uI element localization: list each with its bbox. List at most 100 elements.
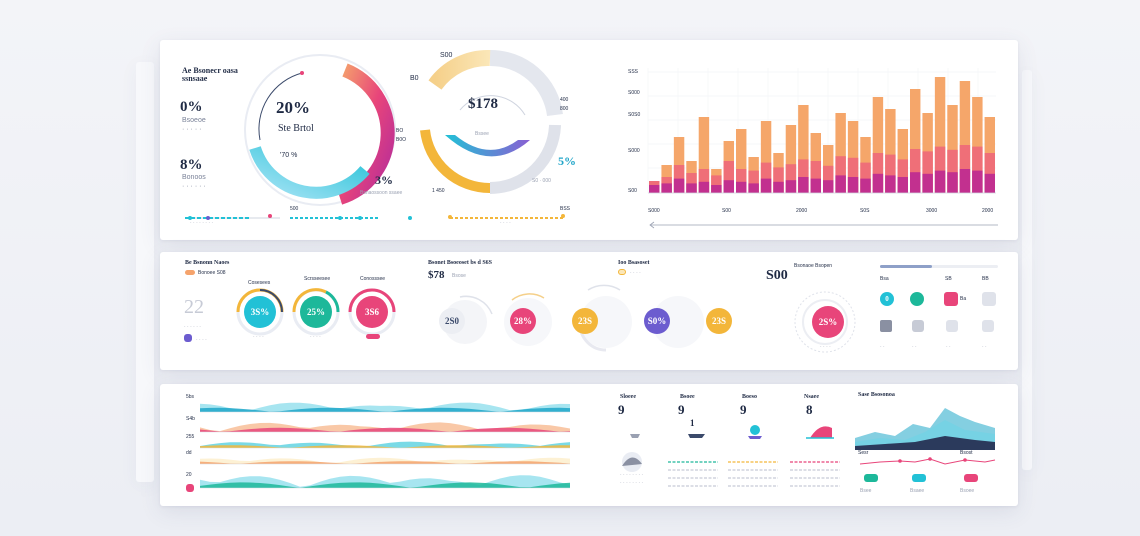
icon-circle[interactable]: 0	[880, 292, 894, 306]
icon-tile[interactable]	[944, 292, 958, 306]
gauge-label: Conosssee	[360, 276, 386, 282]
stat-value: 8%	[180, 157, 203, 173]
bar-base	[661, 183, 672, 193]
bar-y-label: S0S0	[628, 112, 641, 118]
bar-x-label: S000	[648, 208, 660, 214]
icon-tile[interactable]	[982, 320, 994, 332]
bar-mid	[922, 151, 933, 193]
bar-x-label: S0S	[860, 208, 870, 214]
donut-arc	[489, 49, 563, 117]
gauge-chart	[244, 54, 396, 206]
bar-top	[959, 81, 971, 193]
slider-track[interactable]	[180, 208, 610, 232]
badge	[184, 334, 192, 342]
icon-tile[interactable]	[946, 320, 958, 332]
stat-caption: · · · · ·	[182, 126, 202, 133]
kpi-value: 9	[618, 402, 625, 417]
slider-tick: · · · ·	[500, 220, 511, 226]
bar-mid	[910, 149, 921, 193]
kpi-label: Nsaee	[804, 394, 819, 400]
wave-area	[200, 427, 570, 432]
wave-area	[200, 461, 570, 464]
legend-label: Bsaee	[910, 488, 925, 494]
legend-label: Bsee	[860, 488, 872, 494]
bar-base	[885, 175, 896, 193]
bar-base	[649, 185, 660, 193]
chart-label: Bsost	[960, 450, 973, 456]
row-label: S4b	[186, 416, 195, 422]
donut-callout-label: Bsnaossoon ssaee	[360, 190, 403, 196]
kpi-label: Boeso	[742, 394, 757, 400]
donut-arc	[258, 72, 303, 141]
donut-arc	[489, 124, 561, 194]
bar-mid	[723, 161, 734, 193]
bar-base	[748, 183, 759, 193]
gauge-side-label: BO	[396, 128, 404, 134]
chart-scrollbar[interactable]	[648, 220, 1008, 230]
section-value-label: Bsonaoe Bsopen	[794, 263, 833, 269]
bar-top	[847, 121, 859, 193]
caption: · · · ·	[196, 337, 207, 343]
icon-tile[interactable]	[982, 292, 996, 306]
row-label: 255	[186, 434, 195, 440]
stat-caption: Bsoeoe	[182, 117, 206, 124]
row-label: 20	[186, 472, 192, 478]
badge	[186, 484, 194, 492]
wave-area	[200, 445, 570, 448]
wave-area	[200, 482, 570, 488]
mini-line-chart	[859, 457, 996, 465]
kpi-label: Sloeee	[620, 394, 636, 400]
legend-swatch	[912, 474, 926, 482]
donut-arc	[459, 95, 526, 116]
bar-base	[947, 172, 958, 193]
bar-mid	[760, 162, 772, 193]
bar-base	[760, 178, 772, 193]
panel-subheading: ssnsaae	[182, 74, 208, 83]
bar-base	[798, 177, 809, 193]
gauge-top-label: S00	[440, 52, 453, 59]
section-heading: Sase Bsosonoa	[858, 392, 895, 398]
icon-tile[interactable]	[912, 320, 924, 332]
panel-subheading: Bonoee S08	[198, 270, 226, 276]
bar-base	[847, 177, 859, 193]
caption: SB	[945, 276, 952, 282]
gauge-side-label: S0 · 000	[532, 178, 551, 184]
gauge-value: 3S6	[356, 296, 388, 328]
metric-circle: 28%	[510, 308, 536, 334]
bar-base	[673, 178, 685, 193]
gauge-ring	[794, 291, 856, 353]
stat-caption: · · · · · ·	[182, 183, 206, 190]
slider-tick: · · · · · · · ·	[190, 220, 214, 226]
donut-center-label: Ste Brtol	[278, 123, 314, 134]
bar-y-label: S000	[628, 90, 640, 96]
gauge-center-value: $178	[468, 96, 498, 112]
bar-base	[922, 173, 933, 193]
decor-rings	[443, 284, 704, 352]
bar-x-label: 2000	[796, 208, 808, 214]
caption: BB	[982, 276, 989, 282]
icon-circle[interactable]	[910, 292, 924, 306]
wave-area	[200, 402, 570, 412]
bar-top	[947, 105, 958, 193]
bar-x-label: S00	[722, 208, 731, 214]
caption: · · · ·	[630, 270, 641, 276]
bar-mid	[984, 153, 995, 193]
legend-label: Bsoee	[960, 488, 975, 494]
kpi-value: 8	[806, 402, 813, 417]
bar-mid	[885, 154, 896, 193]
bar-mid	[835, 156, 846, 193]
section-heading: Bsonet Bsoeoset bs d S6S	[428, 260, 493, 266]
icon-tile[interactable]	[880, 320, 892, 332]
bar-top	[885, 109, 896, 193]
metric-circle: 23S	[572, 308, 598, 334]
bar-base	[736, 181, 747, 193]
bar-top	[736, 129, 747, 193]
bar-mid	[810, 161, 821, 193]
trends-panel: 5bs S4b 255 dd 20 Sloeee 9 Bsoee 9 Boeso…	[160, 384, 1018, 506]
caption: Bsa	[880, 276, 889, 282]
bar-mid	[785, 164, 797, 193]
gauge-side-label: B0O	[396, 137, 407, 143]
background-card	[1022, 70, 1032, 470]
background-card	[136, 62, 154, 482]
bar-mid	[934, 146, 946, 193]
